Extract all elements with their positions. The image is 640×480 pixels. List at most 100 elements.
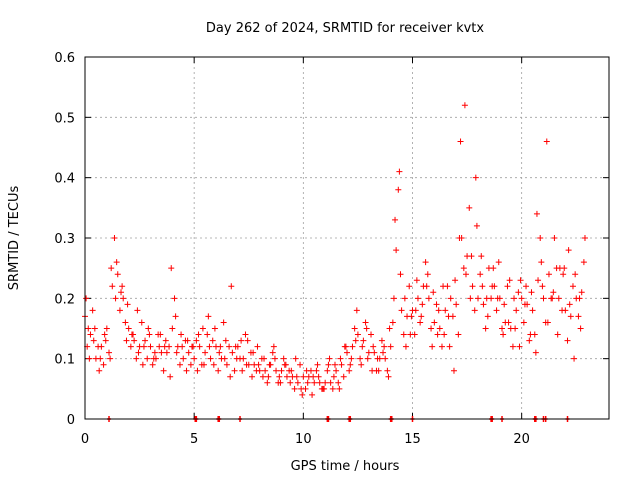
data-point: [577, 325, 584, 332]
data-point: [490, 265, 497, 272]
data-point: [254, 343, 261, 350]
data-point: [469, 283, 476, 290]
data-point: [188, 343, 195, 350]
data-point: [400, 331, 407, 338]
data-point: [511, 295, 518, 302]
data-point: [533, 210, 540, 217]
data-point: [414, 295, 421, 302]
data-point: [535, 277, 542, 284]
data-point: [309, 391, 316, 398]
data-point: [300, 373, 307, 380]
data-point: [538, 259, 545, 266]
data-point: [311, 379, 318, 386]
data-point: [227, 373, 234, 380]
data-point: [255, 361, 262, 368]
data-point: [336, 385, 343, 392]
data-point: [560, 271, 567, 278]
data-point: [142, 337, 149, 344]
data-point: [205, 313, 212, 320]
data-point: [178, 331, 185, 338]
data-point: [106, 349, 113, 356]
data-point: [91, 325, 98, 332]
data-point: [354, 331, 361, 338]
data-point: [278, 367, 285, 374]
data-point: [163, 349, 170, 356]
data-point: [360, 337, 367, 344]
data-point: [564, 337, 571, 344]
data-point: [162, 337, 169, 344]
data-point: [95, 343, 102, 350]
data-point: [169, 325, 176, 332]
data-point: [575, 313, 582, 320]
data-point: [357, 355, 364, 362]
data-point: [358, 361, 365, 368]
data-point: [124, 301, 131, 308]
data-point: [526, 337, 533, 344]
data-point: [445, 313, 452, 320]
data-point: [365, 349, 372, 356]
data-point: [569, 283, 576, 290]
data-point: [551, 235, 558, 241]
data-point: [392, 216, 399, 223]
data-point: [229, 349, 236, 356]
data-point: [382, 355, 389, 362]
data-point: [264, 379, 271, 386]
data-point: [200, 361, 207, 368]
data-point: [398, 307, 405, 314]
data-point: [501, 301, 508, 308]
data-point: [456, 235, 463, 241]
data-point: [359, 343, 366, 350]
data-point: [434, 331, 441, 338]
data-point: [228, 283, 235, 290]
data-point: [151, 349, 158, 356]
data-point: [337, 355, 344, 362]
x-tick-label: 20: [513, 432, 530, 447]
data-point: [484, 313, 491, 320]
data-point: [499, 325, 506, 332]
data-point: [543, 138, 550, 145]
data-point: [447, 295, 454, 302]
data-point: [150, 355, 157, 362]
data-point: [544, 319, 551, 326]
data-point: [374, 355, 381, 362]
data-point: [265, 373, 272, 380]
data-point: [217, 343, 224, 350]
y-tick-label: 0.1: [54, 353, 75, 368]
y-tick-label: 0.4: [54, 172, 75, 187]
data-point: [231, 367, 238, 374]
data-point: [232, 343, 239, 350]
data-point: [271, 355, 278, 362]
data-point: [395, 186, 402, 193]
data-point: [233, 355, 240, 362]
data-point: [315, 373, 322, 380]
data-point: [440, 283, 447, 290]
data-point: [87, 331, 94, 338]
data-point: [348, 355, 355, 362]
data-point: [292, 355, 299, 362]
data-point: [494, 295, 501, 302]
data-point: [184, 337, 191, 344]
data-point: [500, 331, 507, 338]
y-tick-label: 0.2: [54, 292, 75, 307]
data-point: [419, 301, 426, 308]
data-point: [158, 349, 165, 356]
data-point: [262, 367, 269, 374]
data-point: [523, 283, 530, 290]
data-point: [561, 265, 568, 272]
data-point: [329, 385, 336, 392]
data-point: [293, 373, 300, 380]
data-point: [193, 337, 200, 344]
data-point: [242, 331, 249, 338]
data-point: [478, 253, 485, 260]
data-point: [549, 295, 556, 302]
data-point: [512, 325, 519, 332]
data-point: [298, 385, 305, 392]
data-point: [138, 319, 145, 326]
data-point: [221, 355, 228, 362]
data-point: [261, 355, 268, 362]
data-point: [324, 367, 331, 374]
data-point: [347, 361, 354, 368]
data-point: [196, 343, 203, 350]
data-point: [238, 337, 245, 344]
data-point: [442, 307, 449, 314]
